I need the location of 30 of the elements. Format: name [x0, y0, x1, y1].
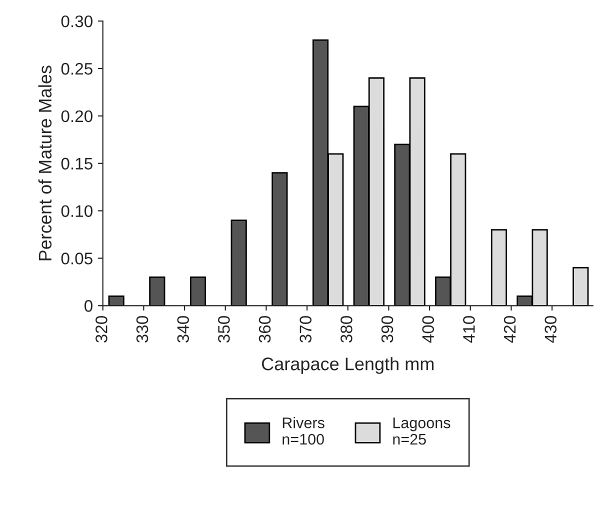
legend-label: Lagoons n=25 — [393, 418, 450, 445]
y-tick-label: 0.30 — [61, 15, 92, 28]
y-tick-label: 0.05 — [61, 252, 92, 264]
x-tick-label: 410 — [463, 316, 475, 343]
y-tick-label: 0 — [84, 300, 92, 312]
x-tick-label: 430 — [544, 316, 557, 343]
x-tick-label: 380 — [340, 316, 352, 343]
bar — [230, 220, 247, 306]
y-tick-label: 0.10 — [61, 205, 92, 218]
legend-label: Rivers n=100 — [282, 417, 324, 445]
x-tick-label: 390 — [381, 316, 394, 343]
y-tick-label: 0.15 — [61, 158, 92, 170]
y-axis-title: Percent of Mature Males — [38, 66, 52, 260]
bar — [572, 267, 589, 306]
bar — [190, 276, 206, 306]
y-tick-label: 0.20 — [61, 110, 92, 122]
x-tick-label: 330 — [136, 316, 148, 343]
y-tick-label: 0.25 — [61, 62, 92, 75]
x-tick-label: 340 — [177, 316, 189, 343]
x-tick-label: 370 — [300, 316, 312, 343]
bar — [149, 276, 166, 306]
bar — [108, 295, 124, 306]
x-tick-label: 360 — [258, 316, 271, 343]
x-tick-label: 320 — [96, 316, 108, 343]
x-tick-label: 400 — [422, 316, 434, 343]
x-tick-label: 350 — [218, 316, 230, 343]
bar — [490, 229, 508, 306]
bar — [272, 172, 288, 306]
x-tick-label: 420 — [504, 316, 516, 343]
x-axis-title: Carapace Length mm — [262, 357, 434, 374]
